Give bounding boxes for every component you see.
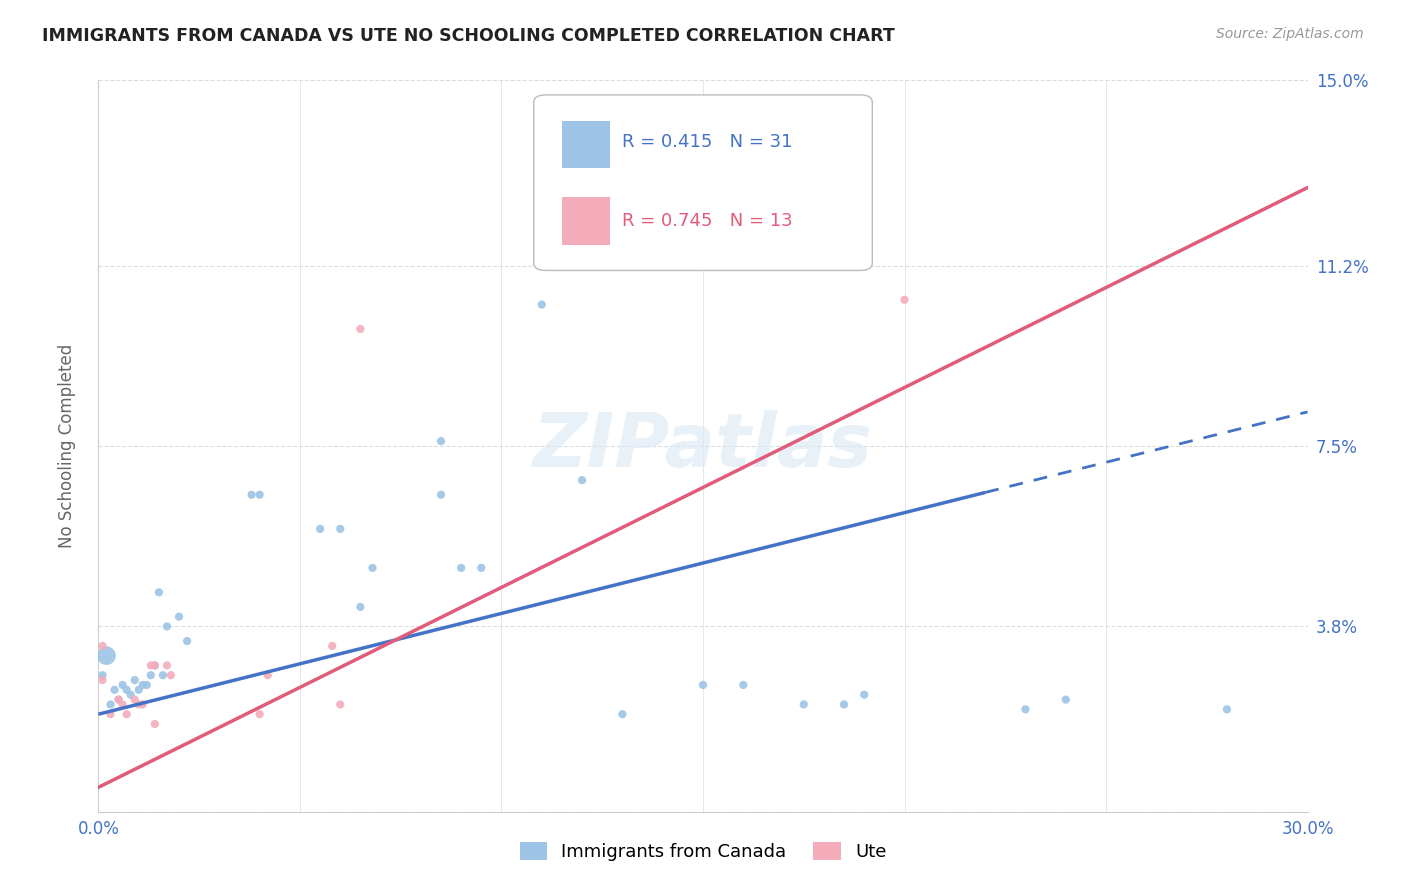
- Point: [132, 698, 155, 712]
- Point: [309, 522, 332, 536]
- Point: [107, 692, 129, 706]
- Point: [1054, 692, 1077, 706]
- Legend: Immigrants from Canada, Ute: Immigrants from Canada, Ute: [512, 835, 894, 869]
- Point: [329, 522, 352, 536]
- Point: [91, 673, 114, 687]
- Point: [156, 619, 179, 633]
- FancyBboxPatch shape: [561, 120, 610, 168]
- Point: [893, 293, 915, 307]
- Point: [321, 639, 343, 653]
- Y-axis label: No Schooling Completed: No Schooling Completed: [58, 344, 76, 548]
- Point: [832, 698, 855, 712]
- Point: [256, 668, 278, 682]
- Point: [249, 488, 271, 502]
- Text: R = 0.415   N = 31: R = 0.415 N = 31: [621, 134, 793, 152]
- Point: [240, 488, 263, 502]
- Point: [176, 634, 198, 648]
- FancyBboxPatch shape: [534, 95, 872, 270]
- Point: [124, 692, 146, 706]
- Point: [692, 678, 714, 692]
- Point: [349, 599, 371, 614]
- Point: [111, 698, 134, 712]
- Point: [91, 639, 114, 653]
- Point: [96, 648, 118, 663]
- Text: Source: ZipAtlas.com: Source: ZipAtlas.com: [1216, 27, 1364, 41]
- Point: [115, 682, 138, 697]
- Point: [450, 561, 472, 575]
- Point: [148, 585, 170, 599]
- Point: [128, 682, 150, 697]
- Point: [329, 698, 352, 712]
- Point: [571, 473, 593, 487]
- Point: [103, 682, 125, 697]
- Point: [361, 561, 384, 575]
- Point: [853, 688, 876, 702]
- Point: [111, 678, 134, 692]
- Point: [349, 322, 371, 336]
- Point: [135, 678, 157, 692]
- FancyBboxPatch shape: [561, 197, 610, 245]
- Text: R = 0.745   N = 13: R = 0.745 N = 13: [621, 211, 793, 230]
- Point: [139, 668, 162, 682]
- Point: [430, 434, 453, 449]
- Text: IMMIGRANTS FROM CANADA VS UTE NO SCHOOLING COMPLETED CORRELATION CHART: IMMIGRANTS FROM CANADA VS UTE NO SCHOOLI…: [42, 27, 896, 45]
- Point: [152, 668, 174, 682]
- Point: [128, 698, 150, 712]
- Point: [530, 297, 553, 311]
- Point: [115, 707, 138, 722]
- Point: [430, 488, 453, 502]
- Point: [1216, 702, 1239, 716]
- Point: [793, 698, 815, 712]
- Point: [470, 561, 492, 575]
- Point: [139, 658, 162, 673]
- Point: [160, 668, 183, 682]
- Point: [733, 678, 755, 692]
- Point: [143, 717, 166, 731]
- Point: [124, 673, 146, 687]
- Point: [612, 229, 634, 244]
- Point: [1014, 702, 1036, 716]
- Point: [167, 609, 190, 624]
- Point: [91, 668, 114, 682]
- Text: ZIPatlas: ZIPatlas: [533, 409, 873, 483]
- Point: [100, 707, 122, 722]
- Point: [143, 658, 166, 673]
- Point: [156, 658, 179, 673]
- Point: [107, 692, 129, 706]
- Point: [120, 688, 142, 702]
- Point: [249, 707, 271, 722]
- Point: [612, 707, 634, 722]
- Point: [132, 678, 155, 692]
- Point: [143, 658, 166, 673]
- Point: [100, 698, 122, 712]
